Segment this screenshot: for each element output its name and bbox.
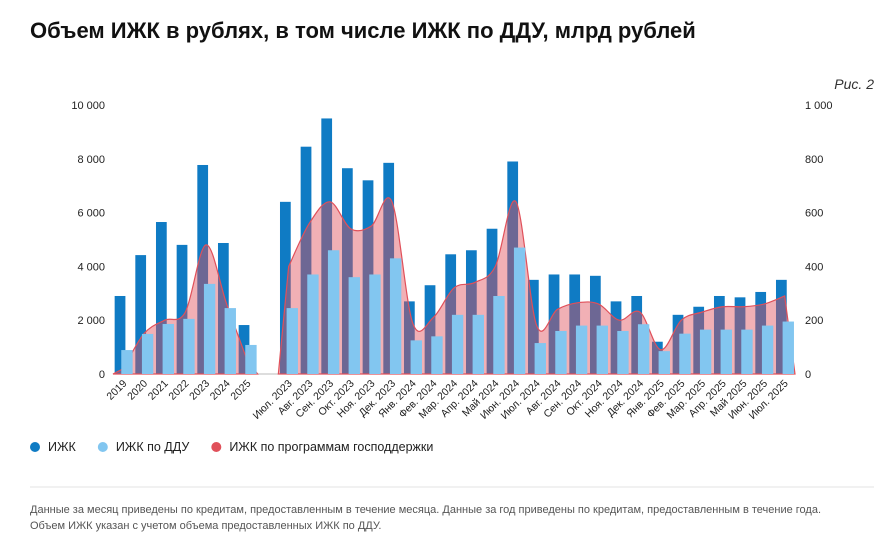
bar <box>631 295 643 374</box>
bar <box>197 164 209 374</box>
bar <box>672 314 684 374</box>
bar <box>321 118 333 374</box>
y2-tick-label: 1 000 <box>805 100 833 112</box>
bar-secondary <box>637 324 650 374</box>
bar <box>445 254 457 374</box>
x-tick-label: 2019 <box>104 378 129 403</box>
y-tick-label: 4 000 <box>77 261 105 273</box>
bar <box>114 295 126 374</box>
legend-label: ИЖК <box>48 440 77 454</box>
chart-title: Объем ИЖК в рублях, в том числе ИЖК по Д… <box>30 18 696 43</box>
bar-secondary <box>741 329 753 374</box>
bar <box>775 279 787 374</box>
legend-marker <box>211 442 222 452</box>
bar-secondary <box>534 343 546 374</box>
bar <box>383 162 395 374</box>
bar <box>569 274 581 374</box>
bar-secondary <box>162 323 174 374</box>
x-tick-label: 2024 <box>208 378 233 403</box>
bar <box>527 279 539 374</box>
bar-secondary <box>348 277 360 374</box>
x-tick-label: 2022 <box>166 378 191 403</box>
y-tick-label: 2 000 <box>77 315 105 327</box>
bar-secondary <box>203 283 216 374</box>
x-tick-label: 2021 <box>146 378 171 403</box>
figure-label: Рис. 2 <box>834 76 874 92</box>
bar <box>734 297 746 374</box>
bar-secondary <box>431 336 443 374</box>
bar <box>486 228 498 374</box>
bar-secondary <box>451 314 464 374</box>
bar <box>341 168 353 374</box>
bar <box>755 291 767 374</box>
bar <box>155 222 167 374</box>
bar <box>465 250 477 374</box>
bar-secondary <box>493 295 505 374</box>
bar <box>403 301 415 374</box>
y-tick-label: 6 000 <box>77 208 105 220</box>
bar-secondary <box>761 325 774 374</box>
bar <box>217 242 229 374</box>
bar <box>589 275 601 374</box>
bar-secondary <box>472 314 484 374</box>
bar-secondary <box>327 250 340 374</box>
legend-label: ИЖК по ДДУ <box>116 440 190 454</box>
bar-secondary <box>679 333 691 374</box>
legend-marker <box>30 442 40 452</box>
x-tick-label: 2025 <box>228 378 253 403</box>
bar <box>693 306 705 374</box>
bar <box>713 295 725 374</box>
bar-secondary <box>245 344 257 374</box>
x-tick-label: 2023 <box>187 378 212 403</box>
footnote: Данные за месяц приведены по кредитам, п… <box>30 504 821 532</box>
bar <box>176 244 188 374</box>
y-tick-label: 10 000 <box>71 100 105 112</box>
bar-secondary <box>224 308 236 374</box>
bar-secondary <box>513 247 526 374</box>
area <box>277 197 796 375</box>
bar-secondary <box>389 258 402 374</box>
bar-secondary <box>141 333 154 374</box>
bar <box>279 201 291 374</box>
bar <box>135 255 147 374</box>
bar-secondary <box>782 321 794 374</box>
bar-secondary <box>121 350 133 374</box>
bar-secondary <box>286 308 298 374</box>
legend-marker <box>97 442 108 452</box>
y2-tick-label: 200 <box>805 315 823 327</box>
bar-secondary <box>699 329 712 374</box>
bar-secondary <box>596 325 608 374</box>
bar <box>300 146 312 374</box>
bar <box>507 161 519 374</box>
bar-secondary <box>617 330 629 374</box>
bar <box>362 180 374 374</box>
bar <box>424 285 436 374</box>
bar-secondary <box>307 274 319 374</box>
y2-tick-label: 0 <box>805 369 811 381</box>
bar-secondary <box>555 330 567 374</box>
y-tick-label: 0 <box>99 369 105 381</box>
bar-secondary <box>720 329 732 374</box>
bar-secondary <box>410 340 422 374</box>
bar <box>238 325 250 374</box>
y2-tick-label: 800 <box>805 154 823 166</box>
bar-secondary <box>183 318 195 374</box>
chart: Объем ИЖК в рублях, в том числе ИЖК по Д… <box>30 18 874 488</box>
bar <box>651 341 663 374</box>
bar-secondary <box>658 351 670 374</box>
y2-tick-label: 600 <box>805 208 823 220</box>
bar <box>548 274 560 374</box>
y-tick-label: 8 000 <box>77 154 105 166</box>
legend-label: ИЖК по программам господдержки <box>229 440 433 454</box>
bar <box>610 301 622 374</box>
bar-secondary <box>575 325 588 374</box>
y2-tick-label: 400 <box>805 261 823 273</box>
x-tick-label: 2020 <box>125 378 150 403</box>
bar-secondary <box>369 274 381 374</box>
